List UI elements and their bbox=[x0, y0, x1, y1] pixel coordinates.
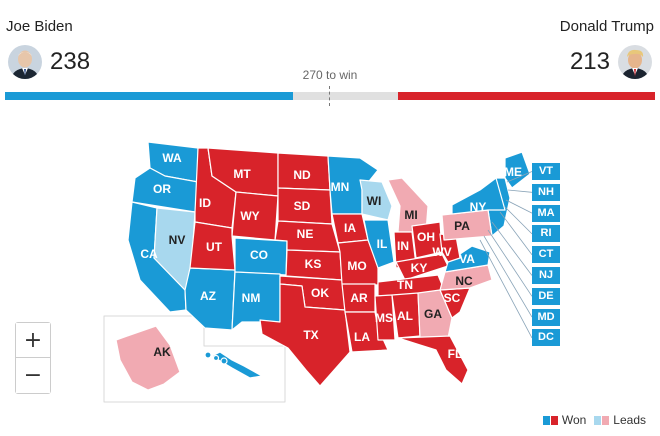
trump-vote-bar-fill bbox=[397, 92, 655, 100]
state-label-ny: NY bbox=[470, 200, 487, 214]
state-label-nc: NC bbox=[455, 274, 473, 288]
state-label-id: ID bbox=[199, 196, 211, 210]
state-va[interactable] bbox=[444, 245, 491, 273]
state-il[interactable] bbox=[363, 219, 395, 269]
leader-line bbox=[499, 211, 533, 255]
state-box-ma[interactable]: MA bbox=[532, 204, 560, 222]
state-label-ok: OK bbox=[311, 286, 329, 300]
candidate-name-trump: Donald Trump bbox=[559, 18, 654, 35]
state-label-wa: WA bbox=[162, 151, 182, 165]
state-label-ia: IA bbox=[344, 221, 356, 235]
state-label-ca: CA bbox=[140, 247, 158, 261]
state-label-oh: OH bbox=[417, 230, 435, 244]
state-label-nv: NV bbox=[169, 233, 186, 247]
state-ut[interactable] bbox=[189, 221, 236, 271]
state-label-il: IL bbox=[377, 237, 388, 251]
state-label-nm: NM bbox=[242, 291, 261, 305]
state-label-ks: KS bbox=[305, 257, 322, 271]
state-label-tn: TN bbox=[397, 278, 413, 292]
threshold-label: 270 to win bbox=[302, 68, 358, 82]
state-label-co: CO bbox=[250, 248, 268, 262]
state-label-mi: MI bbox=[404, 208, 417, 222]
state-label-mn: MN bbox=[331, 180, 350, 194]
state-label-wy: WY bbox=[240, 209, 259, 223]
leader-line bbox=[483, 235, 533, 318]
state-label-me: ME bbox=[504, 165, 522, 179]
state-fl[interactable] bbox=[397, 335, 469, 385]
state-tx[interactable] bbox=[259, 283, 351, 387]
state-label-mt: MT bbox=[233, 167, 251, 181]
state-label-hi: HI bbox=[226, 374, 238, 388]
state-label-ut: UT bbox=[206, 240, 223, 254]
state-label-az: AZ bbox=[200, 289, 216, 303]
state-box-de[interactable]: DE bbox=[532, 287, 560, 305]
state-ms[interactable] bbox=[374, 294, 396, 341]
state-label-sd: SD bbox=[294, 199, 311, 213]
hawaii-island bbox=[212, 354, 220, 362]
threshold-marker bbox=[329, 86, 330, 106]
state-label-in: IN bbox=[397, 239, 409, 253]
state-box-vt[interactable]: VT bbox=[532, 163, 560, 180]
hawaii-island bbox=[220, 357, 228, 365]
state-ny[interactable] bbox=[451, 177, 506, 215]
hawaii-island bbox=[204, 351, 212, 359]
leader-line bbox=[505, 199, 533, 214]
zoom-in-button[interactable]: + bbox=[16, 323, 50, 358]
state-label-va: VA bbox=[459, 252, 475, 266]
state-label-nd: ND bbox=[293, 168, 311, 182]
state-label-ar: AR bbox=[350, 291, 368, 305]
leader-line bbox=[479, 239, 533, 339]
state-label-ky: KY bbox=[411, 261, 428, 275]
biden-avatar bbox=[8, 45, 42, 79]
state-label-or: OR bbox=[153, 182, 171, 196]
state-label-wi: WI bbox=[367, 194, 382, 208]
state-label-fl: FL bbox=[448, 347, 463, 361]
state-label-pa: PA bbox=[454, 219, 470, 233]
state-label-ms: MS bbox=[375, 311, 393, 325]
state-label-ne: NE bbox=[297, 227, 314, 241]
state-label-tx: TX bbox=[303, 328, 318, 342]
state-box-ri[interactable]: RI bbox=[532, 225, 560, 243]
state-label-sc: SC bbox=[444, 291, 461, 305]
leader-line bbox=[506, 171, 533, 183]
state-label-wv: WV bbox=[432, 245, 451, 259]
legend: Won Leads bbox=[542, 413, 654, 427]
state-box-ct[interactable]: CT bbox=[532, 246, 560, 264]
leader-line bbox=[487, 229, 533, 297]
state-me[interactable] bbox=[504, 151, 531, 189]
legend-rep-won-swatch bbox=[550, 415, 558, 425]
candidate-name-biden: Joe Biden bbox=[6, 18, 73, 35]
leader-line bbox=[491, 221, 533, 276]
zoom-out-button[interactable]: − bbox=[16, 358, 50, 393]
state-label-mo: MO bbox=[347, 259, 366, 273]
legend-rep-leads-swatch bbox=[602, 415, 610, 425]
state-ga[interactable] bbox=[417, 289, 453, 339]
biden-vote-bar-fill bbox=[5, 92, 293, 100]
leader-line bbox=[504, 206, 533, 235]
legend-dem-won-swatch bbox=[542, 415, 550, 425]
state-label-al: AL bbox=[397, 309, 413, 323]
biden-electoral-votes: 238 bbox=[50, 48, 91, 75]
state-label-ak: AK bbox=[153, 345, 171, 359]
trump-avatar bbox=[618, 45, 652, 79]
trump-electoral-votes: 213 bbox=[569, 48, 610, 75]
leader-line bbox=[507, 189, 533, 193]
state-box-md[interactable]: MD bbox=[532, 308, 560, 326]
zoom-control: + − bbox=[15, 322, 51, 394]
state-box-nh[interactable]: NH bbox=[532, 183, 560, 201]
state-box-dc[interactable]: DC bbox=[532, 329, 560, 347]
legend-dem-leads-swatch bbox=[594, 415, 602, 425]
state-label-la: LA bbox=[354, 330, 370, 344]
electoral-vote-bar bbox=[5, 92, 655, 100]
state-label-ga: GA bbox=[424, 307, 442, 321]
legend-leads-label: Leads bbox=[613, 413, 646, 427]
legend-won-label: Won bbox=[561, 413, 587, 427]
state-box-nj[interactable]: NJ bbox=[532, 267, 560, 284]
state-mi[interactable] bbox=[387, 177, 429, 233]
state-ak[interactable] bbox=[115, 325, 181, 391]
